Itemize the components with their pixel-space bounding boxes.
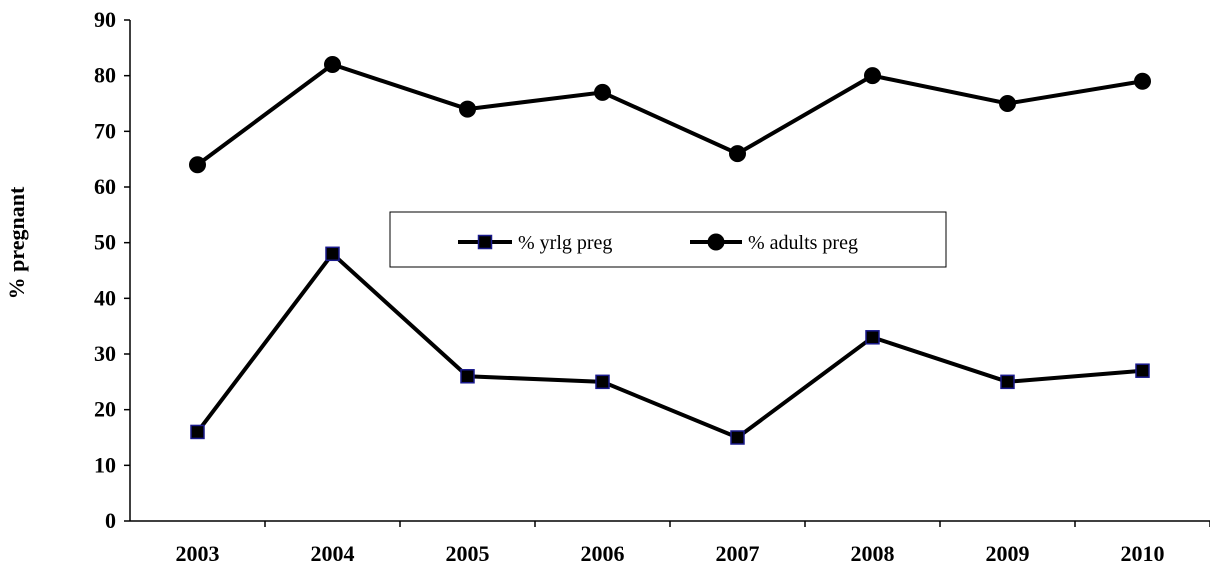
legend-box	[389, 211, 947, 268]
y-tick-label: 60	[94, 174, 116, 199]
square-marker	[477, 234, 493, 250]
circle-marker	[999, 95, 1016, 112]
y-tick-label: 20	[94, 397, 116, 422]
square-marker	[1000, 374, 1015, 390]
x-tick-label: 2007	[716, 541, 760, 566]
circle-marker	[324, 56, 341, 74]
x-tick-labels: 2003 2004 2005 2006 2007 2008 2009 2010	[176, 521, 1210, 566]
square-marker	[190, 424, 205, 440]
y-tick-label: 40	[94, 285, 116, 310]
y-tick-label: 0	[105, 508, 116, 533]
series-2	[189, 56, 1151, 174]
y-tick-label: 30	[94, 341, 116, 366]
x-tick-label: 2008	[851, 541, 895, 566]
square-marker	[325, 246, 340, 262]
series-1	[190, 246, 1150, 445]
y-tick-label: 70	[94, 118, 116, 143]
x-tick-label: 2003	[176, 541, 220, 566]
square-marker	[595, 374, 610, 390]
circle-marker	[864, 67, 881, 85]
legend-items: % yrlg preg % adults preg	[458, 232, 858, 254]
y-tick-labels: 0 10 20 30 40 50 60 70 80 90	[94, 7, 130, 533]
square-marker	[1135, 363, 1150, 378]
circle-marker	[459, 100, 476, 118]
x-tick-label: 2005	[446, 541, 490, 566]
legend-label: % yrlg preg	[518, 232, 612, 254]
square-marker	[865, 330, 880, 345]
x-tick-label: 2010	[1121, 541, 1165, 566]
y-tick-label: 90	[94, 7, 116, 32]
series-line	[196, 62, 1143, 167]
y-tick-label: 50	[94, 230, 116, 255]
x-tick-label: 2004	[311, 541, 355, 566]
circle-marker	[189, 156, 206, 174]
series-layer	[189, 56, 1151, 445]
y-axis-title: % pregnant	[4, 186, 29, 299]
square-marker	[460, 369, 475, 384]
square-marker	[730, 430, 745, 445]
legend: % yrlg preg % adults preg	[389, 211, 947, 268]
circle-marker	[594, 83, 611, 101]
circle-marker	[729, 145, 746, 163]
legend-item-1: % yrlg preg	[458, 232, 612, 254]
y-tick-label: 10	[94, 452, 116, 477]
y-tick-label: 80	[94, 63, 116, 88]
legend-label: % adults preg	[748, 232, 858, 254]
legend-item-2: % adults preg	[690, 232, 858, 254]
circle-marker	[1134, 72, 1151, 90]
series-line	[195, 250, 1143, 440]
x-tick-label: 2006	[581, 541, 625, 566]
x-tick-label: 2009	[986, 541, 1030, 566]
circle-marker	[707, 233, 725, 251]
